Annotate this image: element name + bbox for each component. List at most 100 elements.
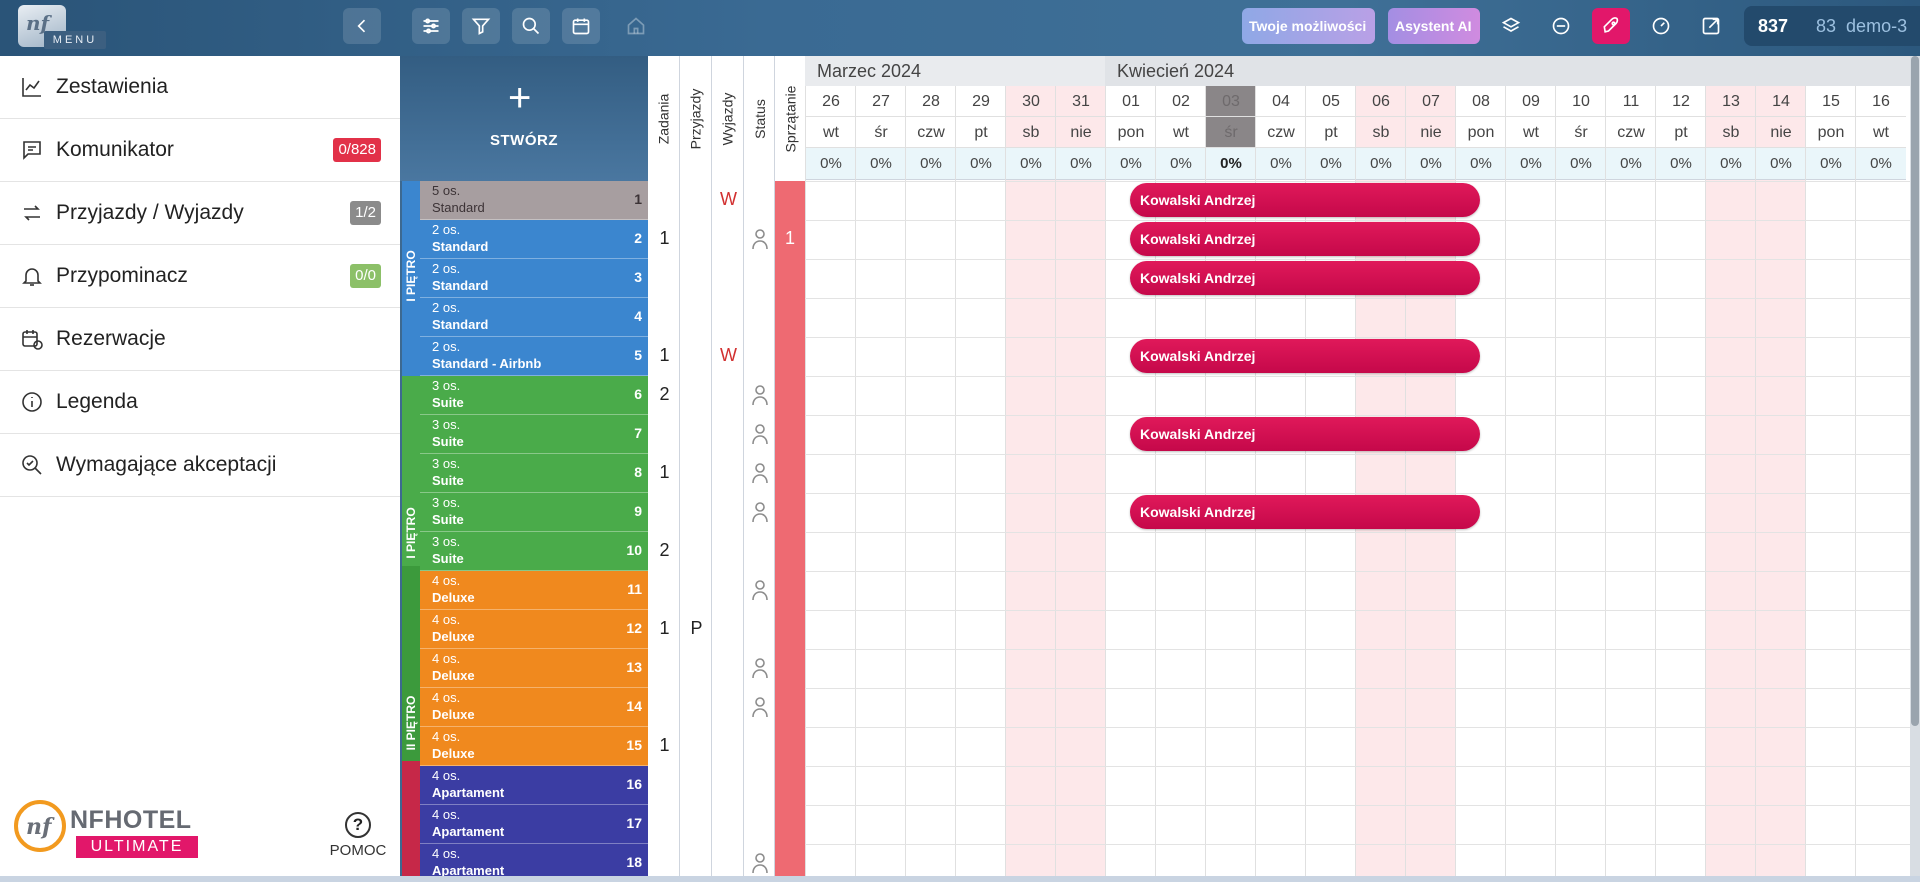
day-column[interactable]: 29 pt 0% <box>955 86 1006 882</box>
departure-marker[interactable]: W <box>720 189 737 209</box>
sidebar-item-przypominacz[interactable]: Przypominacz 0/0 <box>0 245 400 308</box>
room-row[interactable]: 3 os. Suite 7 <box>420 415 648 454</box>
room-capacity: 4 os. <box>432 768 461 783</box>
sidebar-item-przyjazdy-wyjazdy[interactable]: Przyjazdy / Wyjazdy 1/2 <box>0 182 400 245</box>
search-button[interactable] <box>512 8 550 44</box>
room-row[interactable]: 5 os. Standard 1 <box>420 181 648 220</box>
room-row[interactable]: 4 os. Deluxe 15 <box>420 727 648 766</box>
grid-line <box>805 493 1913 494</box>
sidebar-item-zestawienia[interactable]: Zestawienia <box>0 56 400 119</box>
day-column[interactable]: 12 pt 0% <box>1655 86 1706 882</box>
reservation-bar[interactable]: Kowalski Andrzej <box>1130 261 1480 295</box>
task-count[interactable]: 1 <box>659 228 670 248</box>
room-row[interactable]: 3 os. Suite 8 <box>420 454 648 493</box>
room-row[interactable]: 3 os. Suite 9 <box>420 493 648 532</box>
home-button[interactable] <box>617 8 655 44</box>
day-column[interactable]: 14 nie 0% <box>1755 86 1806 882</box>
day-column[interactable]: 27 śr 0% <box>855 86 906 882</box>
occupancy-percent: 0% <box>1106 148 1156 180</box>
day-column[interactable]: 02 wt 0% <box>1155 86 1206 882</box>
room-row[interactable]: 4 os. Deluxe 13 <box>420 649 648 688</box>
grid-line <box>805 688 1913 689</box>
crm-button[interactable] <box>1542 8 1580 44</box>
day-column[interactable]: 05 pt 0% <box>1305 86 1356 882</box>
scrollbar-thumb[interactable] <box>1911 56 1919 726</box>
rocket-button[interactable] <box>1592 8 1630 44</box>
room-row[interactable]: 4 os. Apartament 17 <box>420 805 648 844</box>
person-icon[interactable] <box>751 696 769 718</box>
day-column[interactable]: 16 wt 0% <box>1855 86 1906 882</box>
day-column[interactable]: 11 czw 0% <box>1605 86 1656 882</box>
reservation-bar[interactable]: Kowalski Andrzej <box>1130 339 1480 373</box>
room-type: Suite <box>432 434 464 449</box>
room-row[interactable]: 4 os. Deluxe 14 <box>420 688 648 727</box>
day-column[interactable]: 04 czw 0% <box>1255 86 1306 882</box>
day-column[interactable]: 13 sb 0% <box>1705 86 1756 882</box>
calendar-button[interactable] <box>562 8 600 44</box>
person-icon[interactable] <box>751 228 769 250</box>
person-icon[interactable] <box>751 384 769 406</box>
opportunities-button[interactable]: Twoje możliwości <box>1242 8 1375 44</box>
room-row[interactable]: 4 os. Deluxe 11 <box>420 571 648 610</box>
task-count[interactable]: 1 <box>659 618 670 638</box>
day-column[interactable]: 09 wt 0% <box>1505 86 1556 882</box>
plus-icon: + <box>508 76 532 120</box>
day-column[interactable]: 06 sb 0% <box>1355 86 1406 882</box>
task-count[interactable]: 2 <box>659 540 670 560</box>
layers-button[interactable] <box>1492 8 1530 44</box>
person-icon[interactable] <box>751 657 769 679</box>
person-icon[interactable] <box>751 462 769 484</box>
sidebar-item-rezerwacje[interactable]: Rezerwacje <box>0 308 400 371</box>
task-count[interactable]: 1 <box>659 462 670 482</box>
day-column[interactable]: 08 pon 0% <box>1455 86 1506 882</box>
task-count[interactable]: 2 <box>659 384 670 404</box>
room-row[interactable]: 2 os. Standard 3 <box>420 259 648 298</box>
day-column[interactable]: 15 pon 0% <box>1805 86 1856 882</box>
dashboard-button[interactable] <box>1642 8 1680 44</box>
room-row[interactable]: 2 os. Standard - Airbnb 5 <box>420 337 648 376</box>
sidebar-item-komunikator[interactable]: Komunikator 0/828 <box>0 119 400 182</box>
person-icon[interactable] <box>751 852 769 874</box>
create-button[interactable]: + STWÓRZ <box>400 56 648 181</box>
external-link-button[interactable] <box>1692 8 1730 44</box>
sidebar-item-legenda[interactable]: Legenda <box>0 371 400 434</box>
column-sprzatanie <box>775 181 805 882</box>
person-icon[interactable] <box>751 501 769 523</box>
room-row[interactable]: 2 os. Standard 2 <box>420 220 648 259</box>
ai-assistant-button[interactable]: Asystent AI <box>1388 8 1480 44</box>
room-row[interactable]: 3 os. Suite 6 <box>420 376 648 415</box>
menu-logo-button[interactable]: nf <box>18 5 66 47</box>
room-row[interactable]: 2 os. Standard 4 <box>420 298 648 337</box>
task-count[interactable]: 1 <box>659 735 670 755</box>
cleaning-count[interactable]: 1 <box>784 228 795 248</box>
day-column[interactable]: 01 pon 0% <box>1105 86 1156 882</box>
room-row[interactable]: 4 os. Apartament 18 <box>420 844 648 882</box>
task-count[interactable]: 1 <box>659 345 670 365</box>
room-row[interactable]: 3 os. Suite 10 <box>420 532 648 571</box>
settings-sliders-button[interactable] <box>412 8 450 44</box>
day-column[interactable]: 30 sb 0% <box>1005 86 1056 882</box>
day-column[interactable]: 10 śr 0% <box>1555 86 1606 882</box>
filter-button[interactable] <box>462 8 500 44</box>
departure-marker[interactable]: W <box>720 345 737 365</box>
day-column[interactable]: 03 śr 0% <box>1205 86 1256 882</box>
reservation-bar[interactable]: Kowalski Andrzej <box>1130 495 1480 529</box>
person-icon[interactable] <box>751 423 769 445</box>
day-column[interactable]: 28 czw 0% <box>905 86 956 882</box>
reservation-bar[interactable]: Kowalski Andrzej <box>1130 183 1480 217</box>
sidebar-item-wymagajace-akceptacji[interactable]: Wymagające akceptacji <box>0 434 400 497</box>
chart-icon <box>20 75 44 99</box>
reservation-bar[interactable]: Kowalski Andrzej <box>1130 222 1480 256</box>
menu-label[interactable]: MENU <box>44 31 106 49</box>
person-icon[interactable] <box>751 579 769 601</box>
day-column[interactable]: 31 nie 0% <box>1055 86 1106 882</box>
collapse-sidebar-button[interactable] <box>343 8 381 44</box>
room-row[interactable]: 4 os. Apartament 16 <box>420 766 648 805</box>
help-button[interactable]: ? POMOC <box>326 812 390 859</box>
reservation-bar[interactable]: Kowalski Andrzej <box>1130 417 1480 451</box>
arrival-marker[interactable]: P <box>690 618 703 638</box>
day-column[interactable]: 07 nie 0% <box>1405 86 1456 882</box>
room-row[interactable]: 4 os. Deluxe 12 <box>420 610 648 649</box>
hotel-counter[interactable]: 837 83 demo-3 <box>1744 6 1920 46</box>
day-column[interactable]: 26 wt 0% <box>805 86 856 882</box>
